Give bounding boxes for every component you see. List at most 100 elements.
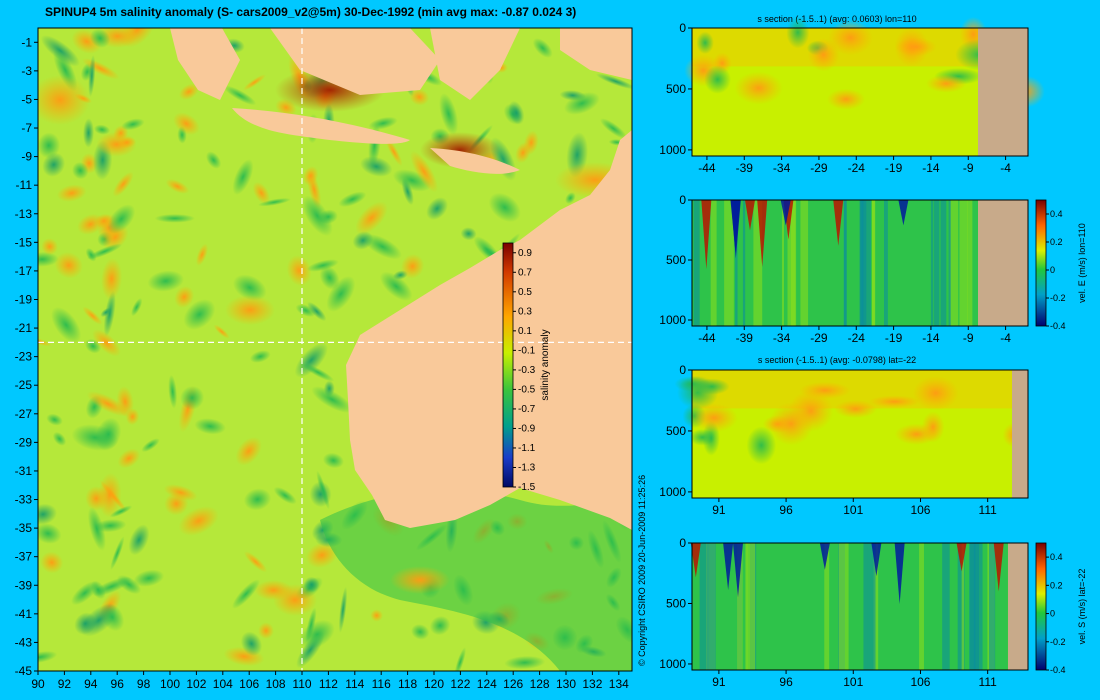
eddy xyxy=(51,306,82,343)
velocity-column xyxy=(790,200,796,326)
eddy xyxy=(178,83,199,100)
velocity-column xyxy=(873,543,879,670)
colorbar-tick-label: -0.3 xyxy=(518,365,536,376)
x-tick-label: 122 xyxy=(450,677,470,691)
eddy xyxy=(38,523,62,544)
salinity-map xyxy=(38,28,632,671)
eddy xyxy=(38,251,59,267)
colorbar-tick-label: -1.1 xyxy=(518,443,536,454)
x-tick-label: 106 xyxy=(239,677,259,691)
y-tick-label: -19 xyxy=(15,292,33,306)
section-x-tick-label: 96 xyxy=(779,675,793,689)
section-x-tick-label: -14 xyxy=(922,161,940,175)
colorbar-tick-label: -1.3 xyxy=(518,462,536,473)
x-tick-label: 134 xyxy=(609,677,629,691)
warm-anomaly xyxy=(225,295,275,325)
y-tick-label: -31 xyxy=(15,464,33,478)
eddy xyxy=(232,274,267,301)
eddy xyxy=(258,198,291,207)
y-tick-label: -17 xyxy=(15,264,33,278)
y-tick-label: -23 xyxy=(15,350,33,364)
velocity-column xyxy=(867,543,876,670)
eddy xyxy=(286,255,312,287)
eddy xyxy=(599,118,627,139)
eddy xyxy=(100,602,125,632)
x-tick-label: 100 xyxy=(160,677,180,691)
y-tick-label: -9 xyxy=(21,150,32,164)
section-y-tick-label: 500 xyxy=(666,424,686,438)
eddy xyxy=(109,505,133,518)
velocity-column xyxy=(746,543,756,670)
y-tick-label: -21 xyxy=(15,321,33,335)
eddy xyxy=(243,488,272,511)
copyright-label: © Copyright CSIRO 2009 20-Jun-2009 11:25… xyxy=(637,475,647,666)
eddy xyxy=(338,191,367,207)
velocity-column xyxy=(781,200,785,326)
section-y-tick-label: 1000 xyxy=(659,485,686,499)
section-feature xyxy=(734,71,783,105)
eddy xyxy=(40,551,64,574)
land-borneo xyxy=(270,28,440,95)
velocity-jet xyxy=(690,543,701,578)
eddy xyxy=(54,252,83,279)
eddy xyxy=(72,162,89,180)
eddy xyxy=(38,132,61,159)
section-x-tick-label: -44 xyxy=(698,331,716,345)
velocity-jet xyxy=(730,200,741,253)
eddy xyxy=(362,233,402,260)
y-tick-label: -29 xyxy=(15,435,33,449)
y-tick-label: -5 xyxy=(21,92,32,106)
map-axes: 90 92 94 96 98 100 102 104 106 108 110 112 114 116 118… xyxy=(15,27,633,691)
eddy xyxy=(86,243,123,260)
eddy xyxy=(368,116,398,130)
y-tick-label: -43 xyxy=(15,635,33,649)
eddy xyxy=(163,484,198,501)
colorbar-tick-label: -0.5 xyxy=(518,384,536,395)
eddy xyxy=(110,536,125,570)
eddy xyxy=(488,192,521,223)
section-x-tick-label: -14 xyxy=(922,331,940,345)
eddy xyxy=(125,408,140,426)
velocity-column xyxy=(859,200,867,326)
velocity-column xyxy=(919,543,924,670)
section-x-tick-label: -34 xyxy=(773,161,791,175)
section-feature xyxy=(786,16,810,49)
section-feature xyxy=(826,88,866,110)
eddy xyxy=(301,195,333,237)
velocity-column xyxy=(989,543,996,670)
x-tick-label: 128 xyxy=(530,677,550,691)
southern-green-band xyxy=(320,489,632,671)
x-tick-label: 132 xyxy=(582,677,602,691)
eddy xyxy=(52,431,67,446)
velocity-column xyxy=(844,200,847,326)
velocity-column xyxy=(957,543,965,670)
eddy xyxy=(410,150,438,193)
velocity-jet xyxy=(819,543,830,570)
section-feature xyxy=(807,38,840,72)
section-x-tick-label: -4 xyxy=(1000,161,1011,175)
velocity-colorbar-tick-label: 0.2 xyxy=(1050,237,1063,247)
eddy xyxy=(92,329,121,357)
velocity-column xyxy=(942,543,950,670)
eddy xyxy=(91,576,132,597)
x-tick-label: 112 xyxy=(319,677,338,691)
section-y-tick-label: 1000 xyxy=(659,657,686,671)
velocity-jet xyxy=(833,200,844,246)
velocity-column xyxy=(959,200,968,326)
x-tick-label: 114 xyxy=(345,677,364,691)
section-x-tick-label: -39 xyxy=(736,161,754,175)
eddy xyxy=(439,93,459,135)
eddy xyxy=(165,179,190,194)
x-tick-label: 108 xyxy=(266,677,286,691)
section-x-tick-label: -9 xyxy=(963,331,974,345)
eddy xyxy=(82,306,103,325)
eddy xyxy=(460,227,477,241)
eddy xyxy=(252,181,270,204)
section-feature xyxy=(925,74,967,93)
x-tick-label: 102 xyxy=(186,677,206,691)
eddy xyxy=(223,85,257,106)
section-panel-4: 91 96 101 106 111 0 500 1000 0.4 0.2 0 -0.2 -0.4 vel.… xyxy=(659,536,1087,689)
section-x-tick-label: -24 xyxy=(848,331,866,345)
eddy xyxy=(306,259,339,272)
eddy xyxy=(38,650,58,664)
